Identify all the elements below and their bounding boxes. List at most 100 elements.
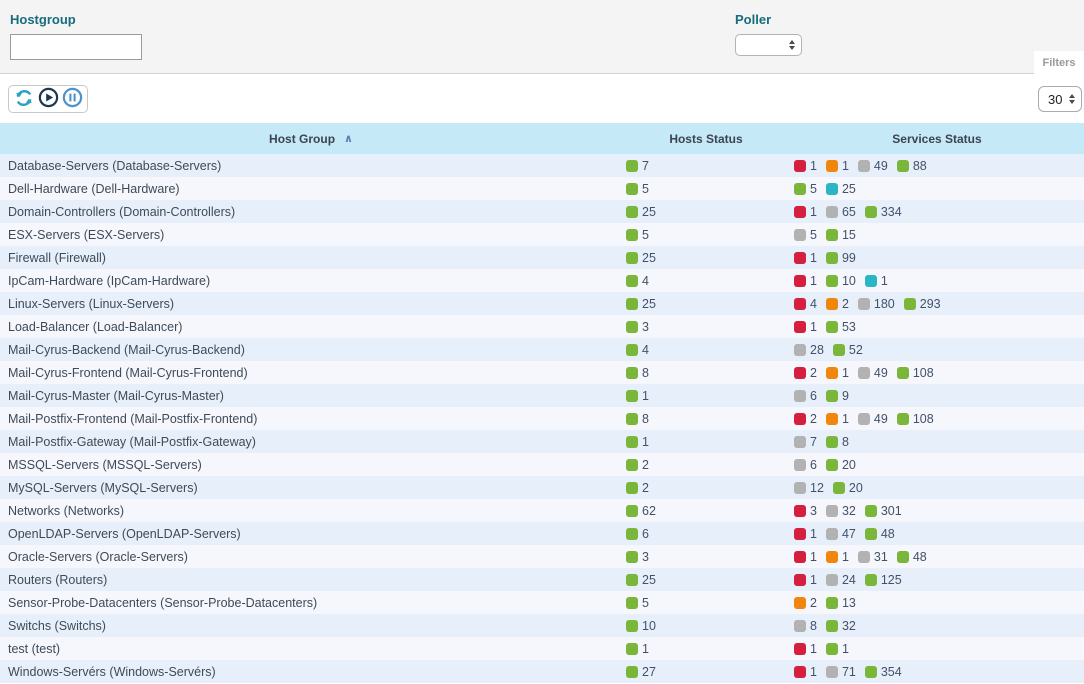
hostgroup-link[interactable]: Switchs (Switchs) [8,619,106,633]
filters-tab[interactable]: Filters [1034,51,1084,74]
status-unknown-square-icon [826,505,838,517]
status-ok-count: 32 [842,619,856,633]
hostgroup-link[interactable]: Mail-Postfix-Frontend (Mail-Postfix-Fron… [8,412,257,426]
hostgroup-link[interactable]: Networks (Networks) [8,504,124,518]
status-ok-count: 88 [913,159,927,173]
status-ok-count: 3 [642,320,649,334]
status-ok-badge: 1 [626,642,649,656]
table-row: Mail-Cyrus-Master (Mail-Cyrus-Master)169 [0,384,1084,407]
column-header-hosts-status[interactable]: Hosts Status [622,123,790,154]
status-ok-count: 5 [642,182,649,196]
hosts-status-cell: 8 [622,407,790,430]
status-critical-count: 3 [810,504,817,518]
status-pending-badge: 1 [865,274,888,288]
poller-label: Poller [735,12,802,27]
status-ok-badge: 108 [897,412,934,426]
services-status-cell: 2852 [790,338,1084,361]
play-button[interactable] [37,88,59,110]
status-unknown-square-icon [794,229,806,241]
table-row: Dell-Hardware (Dell-Hardware)5525 [0,177,1084,200]
hostgroup-link[interactable]: OpenLDAP-Servers (OpenLDAP-Servers) [8,527,241,541]
status-critical-badge: 1 [794,320,817,334]
status-ok-badge: 2 [626,481,649,495]
status-ok-badge: 20 [833,481,863,495]
status-critical-count: 1 [810,642,817,656]
status-warning-badge: 1 [826,159,849,173]
hostgroup-link[interactable]: Dell-Hardware (Dell-Hardware) [8,182,180,196]
table-row: Database-Servers (Database-Servers)71149… [0,154,1084,177]
services-status-cell: 2149108 [790,407,1084,430]
poller-select[interactable] [735,34,802,56]
status-ok-count: 2 [642,481,649,495]
hostgroup-link[interactable]: Domain-Controllers (Domain-Controllers) [8,205,235,219]
hostgroup-link[interactable]: Database-Servers (Database-Servers) [8,159,221,173]
host-group-cell: Mail-Cyrus-Frontend (Mail-Cyrus-Frontend… [0,361,622,384]
status-warning-badge: 1 [826,412,849,426]
status-unknown-count: 6 [810,458,817,472]
hosts-status-cell: 3 [622,545,790,568]
status-unknown-count: 6 [810,389,817,403]
status-unknown-count: 65 [842,205,856,219]
hosts-status-cell: 5 [622,223,790,246]
hosts-status-cell: 25 [622,292,790,315]
hostgroup-link[interactable]: ESX-Servers (ESX-Servers) [8,228,164,242]
hostgroup-link[interactable]: Oracle-Servers (Oracle-Servers) [8,550,188,564]
hostgroup-input[interactable] [10,34,142,60]
status-ok-square-icon [626,574,638,586]
host-group-cell: Linux-Servers (Linux-Servers) [0,292,622,315]
status-ok-count: 27 [642,665,656,679]
status-ok-square-icon [626,344,638,356]
hostgroup-link[interactable]: Firewall (Firewall) [8,251,106,265]
status-ok-square-icon [826,597,838,609]
status-unknown-badge: 6 [794,458,817,472]
hostgroup-link[interactable]: Routers (Routers) [8,573,107,587]
hosts-status-cell: 5 [622,177,790,200]
status-ok-badge: 8 [826,435,849,449]
hostgroup-link[interactable]: Mail-Cyrus-Backend (Mail-Cyrus-Backend) [8,343,245,357]
status-critical-count: 1 [810,320,817,334]
column-header-host-group[interactable]: Host Group ∧ [0,123,622,154]
hostgroup-link[interactable]: MSSQL-Servers (MSSQL-Servers) [8,458,202,472]
hostgroup-link[interactable]: Mail-Cyrus-Frontend (Mail-Cyrus-Frontend… [8,366,248,380]
status-warning-square-icon [826,551,838,563]
hostgroup-link[interactable]: Load-Balancer (Load-Balancer) [8,320,182,334]
status-ok-count: 125 [881,573,902,587]
status-ok-badge: 15 [826,228,856,242]
status-warning-square-icon [826,367,838,379]
services-status-cell: 113148 [790,545,1084,568]
status-unknown-square-icon [858,298,870,310]
status-unknown-badge: 49 [858,159,888,173]
status-warning-count: 1 [842,159,849,173]
status-critical-square-icon [794,413,806,425]
hostgroup-link[interactable]: MySQL-Servers (MySQL-Servers) [8,481,198,495]
pause-button[interactable] [61,88,83,110]
hostgroup-link[interactable]: test (test) [8,642,60,656]
hosts-status-cell: 6 [622,522,790,545]
status-ok-count: 10 [642,619,656,633]
status-ok-square-icon [897,413,909,425]
status-ok-count: 25 [642,573,656,587]
status-ok-square-icon [626,390,638,402]
hostgroup-link[interactable]: Mail-Cyrus-Master (Mail-Cyrus-Master) [8,389,224,403]
refresh-button[interactable] [13,88,35,110]
status-ok-badge: 334 [865,205,902,219]
status-unknown-count: 7 [810,435,817,449]
column-header-services-status[interactable]: Services Status [790,123,1084,154]
hostgroup-link[interactable]: Windows-Servérs (Windows-Servérs) [8,665,216,679]
table-row: ESX-Servers (ESX-Servers)5515 [0,223,1084,246]
hostgroup-link[interactable]: Mail-Postfix-Gateway (Mail-Postfix-Gatew… [8,435,256,449]
hostgroup-link[interactable]: Linux-Servers (Linux-Servers) [8,297,174,311]
table-header-row: Host Group ∧ Hosts Status Services Statu… [0,123,1084,154]
services-status-header-label: Services Status [892,132,981,146]
page-size-select[interactable]: 30 [1038,86,1082,112]
status-ok-square-icon [826,321,838,333]
status-ok-square-icon [626,298,638,310]
hostgroup-link[interactable]: Sensor-Probe-Datacenters (Sensor-Probe-D… [8,596,317,610]
hostgroup-link[interactable]: IpCam-Hardware (IpCam-Hardware) [8,274,210,288]
sort-asc-icon: ∧ [344,132,353,145]
status-unknown-count: 28 [810,343,824,357]
status-ok-square-icon [826,620,838,632]
status-unknown-badge: 7 [794,435,817,449]
hosts-status-cell: 27 [622,660,790,683]
status-critical-badge: 1 [794,159,817,173]
